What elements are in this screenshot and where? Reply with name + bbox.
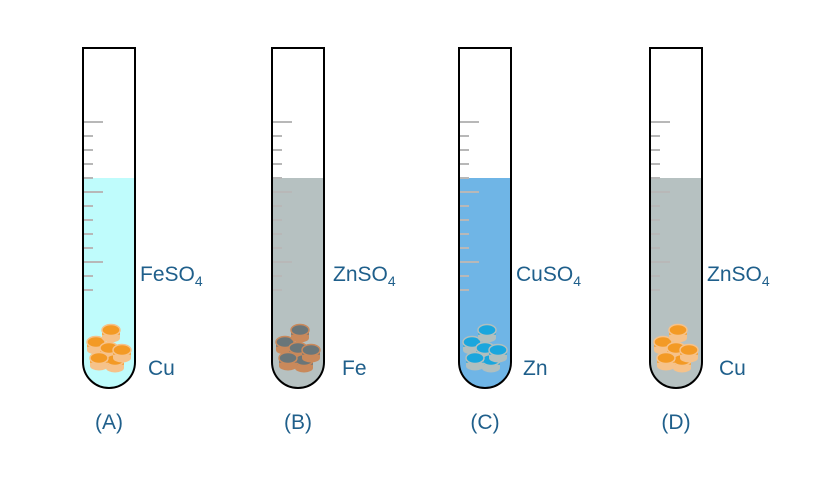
tube-b-metal-label: Fe [342, 357, 367, 380]
tube-d-scale [650, 121, 670, 291]
tube-b-liquid [272, 178, 324, 388]
tube-d-outline [649, 47, 703, 389]
tube-d: ZnSO4 Cu (D) [649, 47, 770, 434]
tube-d-solution-label: ZnSO [707, 263, 762, 286]
tube-a-solution-label: FeSO [140, 263, 195, 286]
svg-text:ZnSO4: ZnSO4 [333, 263, 396, 289]
tube-c-metal-label: Zn [523, 357, 548, 380]
metal-piece [668, 323, 688, 343]
tube-a-metal-pieces [86, 323, 132, 373]
tube-c-caption: (C) [470, 411, 499, 434]
tube-d-metal-label: Cu [719, 357, 746, 380]
tube-a-solution-subscript: 4 [195, 273, 203, 289]
tube-c-liquid [459, 178, 511, 388]
tube-b-scale [272, 121, 292, 291]
tube-b-caption: (B) [284, 411, 312, 434]
tube-c: CuSO4 Zn (C) [458, 47, 581, 434]
tube-a-caption: (A) [95, 411, 123, 434]
tube-c-scale [459, 121, 479, 291]
svg-text:ZnSO4: ZnSO4 [707, 263, 770, 289]
metal-piece [477, 323, 497, 343]
tube-a-metal-label: Cu [148, 357, 175, 380]
tube-a-liquid [83, 178, 135, 388]
svg-text:CuSO4: CuSO4 [516, 263, 581, 289]
tube-d-solution-subscript: 4 [762, 273, 770, 289]
tube-b-solution-label: ZnSO [333, 263, 388, 286]
metal-piece [278, 351, 298, 371]
tube-b-solution-subscript: 4 [388, 273, 396, 289]
metal-piece [488, 343, 508, 363]
metal-piece [101, 323, 121, 343]
tube-c-solution-label: CuSO [516, 263, 573, 286]
tube-a: FeSO4 Cu (A) [82, 47, 203, 434]
metal-piece [89, 351, 109, 371]
tube-d-liquid [650, 178, 702, 388]
metal-piece [656, 351, 676, 371]
svg-text:FeSO4: FeSO4 [140, 263, 203, 289]
metal-piece [679, 343, 699, 363]
tube-a-outline [82, 47, 136, 389]
tube-b-outline [271, 47, 325, 389]
metal-piece [112, 343, 132, 363]
tube-d-caption: (D) [661, 411, 690, 434]
metal-piece [465, 351, 485, 371]
tube-c-metal-pieces [462, 323, 508, 373]
metal-piece [290, 323, 310, 343]
tube-d-metal-pieces [653, 323, 699, 373]
tube-c-outline [458, 47, 512, 389]
tube-b: ZnSO4 Fe (B) [271, 47, 396, 434]
tube-a-scale [83, 121, 103, 291]
metal-piece [301, 343, 321, 363]
tube-c-solution-subscript: 4 [573, 273, 581, 289]
tube-b-metal-pieces [275, 323, 321, 373]
